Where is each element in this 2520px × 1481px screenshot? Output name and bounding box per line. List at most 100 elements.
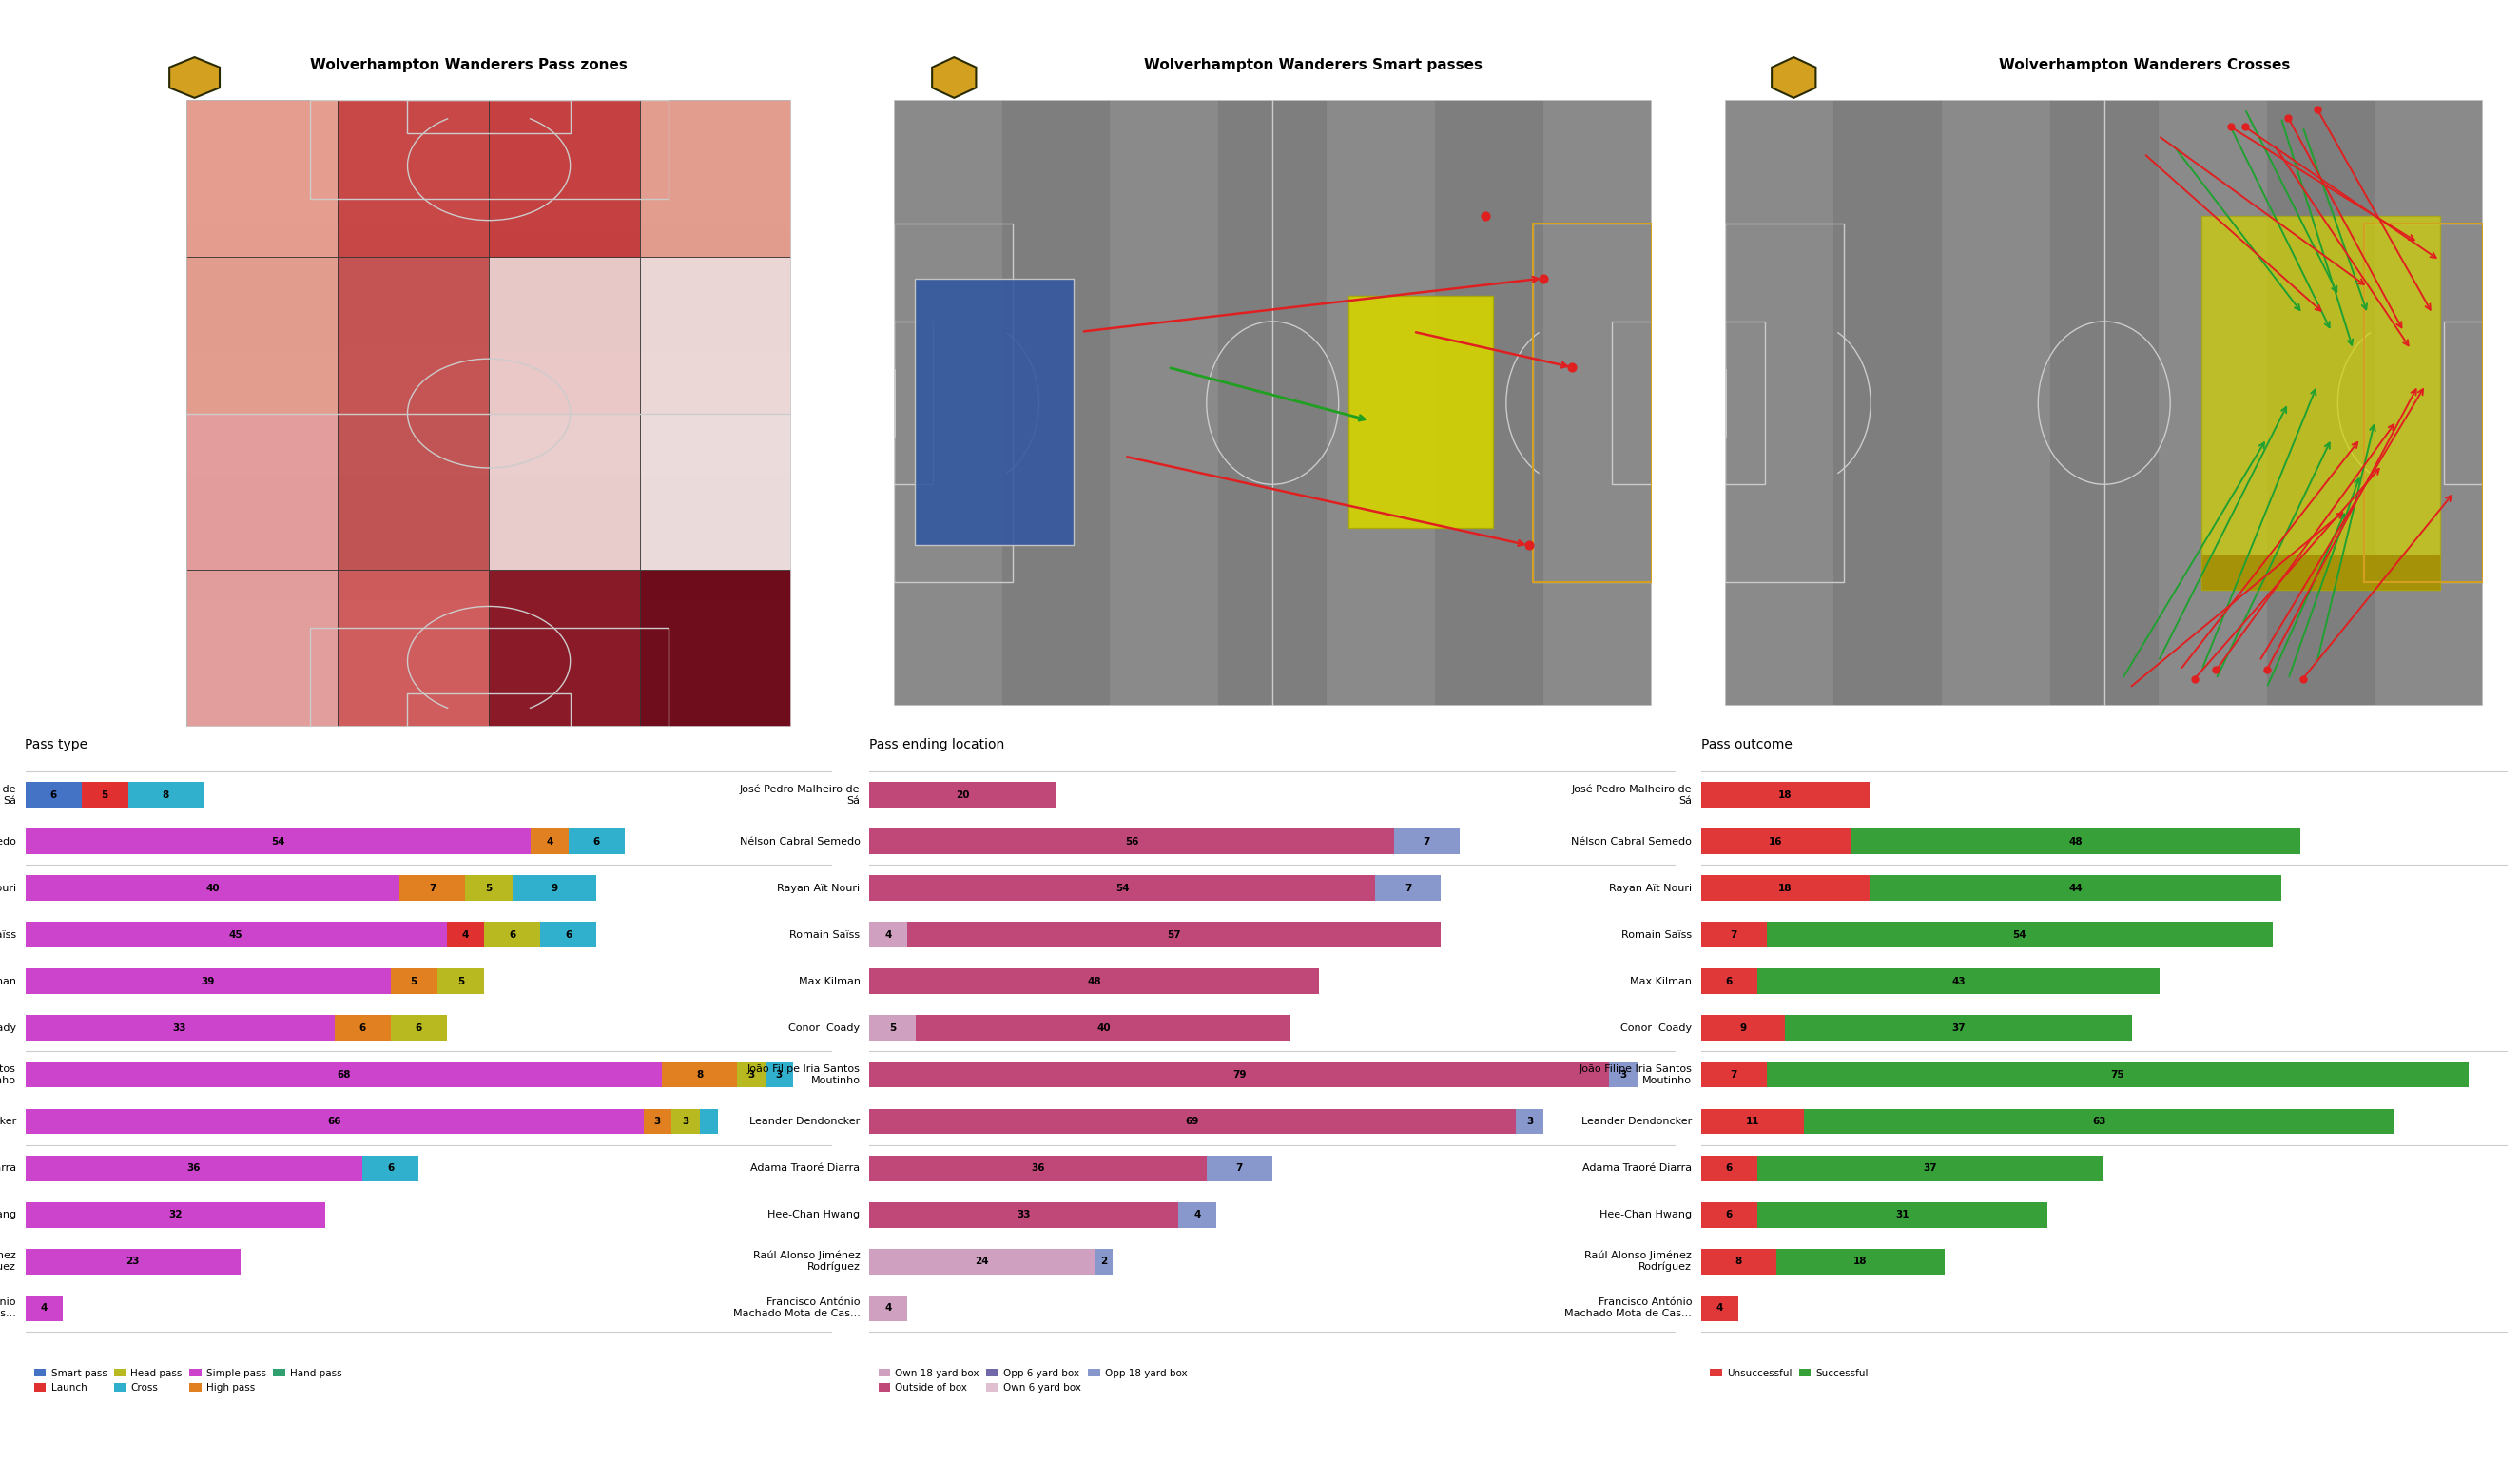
Text: 6: 6 — [50, 791, 58, 800]
Text: 4: 4 — [40, 1303, 48, 1312]
Text: 4: 4 — [1716, 1303, 1724, 1312]
Text: 5: 5 — [101, 791, 108, 800]
Text: 36: 36 — [186, 1163, 202, 1173]
Text: 7: 7 — [1404, 884, 1411, 893]
Text: Pass ending location: Pass ending location — [869, 738, 1005, 751]
Text: 63: 63 — [2092, 1117, 2107, 1126]
Bar — [1701, 923, 1767, 948]
Bar — [1094, 1248, 1114, 1274]
Bar — [1394, 829, 1459, 855]
Bar — [391, 969, 438, 994]
Bar — [25, 829, 532, 855]
Bar — [869, 1248, 1094, 1274]
Bar — [766, 1062, 794, 1087]
Bar — [25, 1109, 643, 1134]
Bar — [1701, 1248, 1777, 1274]
Text: 3: 3 — [1527, 1117, 1532, 1126]
Text: 4: 4 — [885, 1303, 892, 1312]
Text: 54: 54 — [272, 837, 285, 847]
Bar — [539, 923, 597, 948]
Bar — [869, 829, 1394, 855]
Text: 48: 48 — [1086, 977, 1101, 986]
Bar — [1870, 875, 2281, 900]
Text: 66: 66 — [328, 1117, 340, 1126]
Text: 54: 54 — [1116, 884, 1129, 893]
Text: 9: 9 — [1739, 1023, 1746, 1032]
Bar — [869, 969, 1318, 994]
Bar — [532, 829, 570, 855]
Text: 16: 16 — [1769, 837, 1782, 847]
Text: 7: 7 — [428, 884, 436, 893]
Bar — [466, 875, 512, 900]
Text: 3: 3 — [776, 1071, 784, 1080]
Text: 18: 18 — [1852, 1256, 1867, 1266]
Bar — [25, 875, 401, 900]
Text: Pass type: Pass type — [25, 738, 88, 751]
Bar — [1701, 1016, 1784, 1041]
Text: 6: 6 — [1726, 1163, 1734, 1173]
Bar — [1784, 1016, 2132, 1041]
Text: 56: 56 — [1124, 837, 1139, 847]
Text: 43: 43 — [1950, 977, 1966, 986]
Text: 11: 11 — [1746, 1117, 1759, 1126]
Text: 33: 33 — [174, 1023, 186, 1032]
Bar — [736, 1062, 766, 1087]
Bar — [1767, 1062, 2470, 1087]
Text: 7: 7 — [1235, 1163, 1242, 1173]
Text: 40: 40 — [207, 884, 219, 893]
Bar — [1701, 969, 1756, 994]
Bar — [512, 875, 597, 900]
Text: 44: 44 — [2069, 884, 2082, 893]
Text: 18: 18 — [1779, 791, 1792, 800]
Text: 4: 4 — [461, 930, 469, 940]
Text: 8: 8 — [1734, 1256, 1741, 1266]
Bar — [81, 782, 129, 807]
Bar — [25, 1155, 363, 1180]
Text: 75: 75 — [2112, 1071, 2124, 1080]
Bar — [663, 1062, 736, 1087]
Text: 24: 24 — [975, 1256, 988, 1266]
Bar — [869, 1203, 1179, 1228]
Bar — [335, 1016, 391, 1041]
Text: 7: 7 — [1731, 1071, 1736, 1080]
Text: 45: 45 — [229, 930, 242, 940]
Bar — [570, 829, 625, 855]
Bar — [1701, 1296, 1739, 1321]
Bar — [869, 1155, 1207, 1180]
Bar — [1701, 1109, 1804, 1134]
Bar — [1701, 1062, 1767, 1087]
Bar — [869, 1062, 1610, 1087]
Bar — [446, 923, 484, 948]
Text: 31: 31 — [1895, 1210, 1910, 1219]
Text: 6: 6 — [358, 1023, 365, 1032]
Text: 69: 69 — [1187, 1117, 1200, 1126]
Bar — [25, 969, 391, 994]
Text: 5: 5 — [411, 977, 418, 986]
Bar — [869, 875, 1376, 900]
Text: 18: 18 — [1779, 884, 1792, 893]
Text: 79: 79 — [1232, 1071, 1247, 1080]
Text: 20: 20 — [955, 791, 970, 800]
Bar — [25, 923, 446, 948]
Text: 68: 68 — [338, 1071, 350, 1080]
Bar — [401, 875, 466, 900]
Bar — [1804, 1109, 2394, 1134]
Bar — [643, 1109, 670, 1134]
Text: 3: 3 — [748, 1071, 753, 1080]
Bar — [25, 1248, 239, 1274]
Text: 7: 7 — [1731, 930, 1736, 940]
Text: 40: 40 — [1096, 1023, 1111, 1032]
Bar — [25, 1296, 63, 1321]
Text: 39: 39 — [202, 977, 214, 986]
Bar — [1179, 1203, 1217, 1228]
Text: 6: 6 — [592, 837, 600, 847]
Bar — [1610, 1062, 1638, 1087]
Text: 6: 6 — [509, 930, 517, 940]
Text: 4: 4 — [885, 930, 892, 940]
Bar — [869, 1109, 1515, 1134]
Text: 33: 33 — [1018, 1210, 1031, 1219]
Text: 6: 6 — [388, 1163, 393, 1173]
Bar — [129, 782, 204, 807]
Text: Wolverhampton Wanderers Pass zones: Wolverhampton Wanderers Pass zones — [310, 58, 627, 73]
Text: 3: 3 — [683, 1117, 688, 1126]
